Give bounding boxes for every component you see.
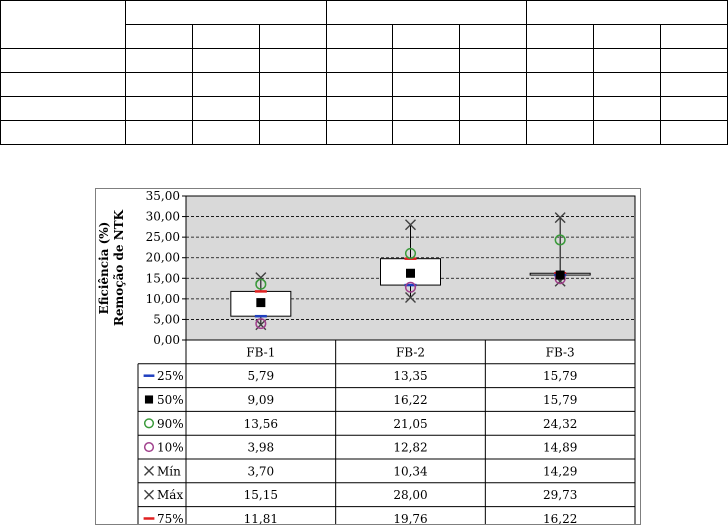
table-row bbox=[0, 48, 728, 73]
table-group-header-cell bbox=[124, 0, 327, 25]
data-value-label: 3,98 bbox=[247, 441, 274, 455]
legend-marker bbox=[144, 465, 154, 476]
legend-label: 75% bbox=[157, 512, 184, 524]
table-subheader-cell bbox=[660, 24, 728, 49]
table-subheader-cell bbox=[258, 24, 327, 49]
legend-label: Mín bbox=[157, 464, 181, 478]
empty-top-table bbox=[0, 0, 728, 145]
data-value-label: 15,79 bbox=[543, 393, 577, 407]
y-tick-label: 25,00 bbox=[146, 230, 180, 244]
data-value-label: 15,15 bbox=[244, 488, 278, 502]
data-value-label: 24,32 bbox=[543, 417, 577, 431]
data-value-label: 10,34 bbox=[393, 464, 428, 478]
table-subheader-cell bbox=[191, 24, 260, 49]
data-value-label: 9,09 bbox=[247, 393, 274, 407]
data-value-label: 15,79 bbox=[543, 369, 577, 383]
legend-label: 90% bbox=[157, 417, 184, 431]
y-tick-label: 30,00 bbox=[146, 210, 180, 224]
category-label: FB-3 bbox=[546, 345, 575, 359]
chart-frame: 0,00 5,00 10,00 15,00 20,00 25,00 30,00 35,00 Ef… bbox=[95, 188, 641, 525]
table-row bbox=[0, 120, 728, 145]
point-p90 bbox=[404, 247, 417, 259]
data-value-label: 29,73 bbox=[543, 488, 577, 502]
data-value-label: 12,82 bbox=[393, 441, 427, 455]
table-group-header-cell bbox=[325, 0, 528, 25]
legend-marker bbox=[143, 418, 155, 429]
legend-label: 50% bbox=[157, 393, 184, 407]
table-subheader-cell bbox=[526, 24, 595, 49]
table-subheader-cell bbox=[392, 24, 461, 49]
point-min bbox=[255, 319, 267, 331]
y-tick-label: 5,00 bbox=[153, 312, 180, 326]
point-median bbox=[555, 270, 565, 280]
y-axis-label: Remoção de NTK bbox=[112, 209, 126, 326]
legend-marker bbox=[143, 442, 155, 453]
point-p90 bbox=[554, 234, 566, 246]
point-p10 bbox=[255, 318, 267, 330]
table-row bbox=[0, 96, 728, 121]
data-value-label: 13,35 bbox=[393, 369, 427, 383]
data-value-label: 28,00 bbox=[393, 488, 427, 502]
data-value-label: 13,56 bbox=[244, 417, 278, 431]
point-median bbox=[406, 268, 415, 278]
legend-label: Máx bbox=[157, 488, 183, 502]
data-value-label: 14,89 bbox=[543, 441, 577, 455]
table-subheader-cell bbox=[124, 24, 193, 49]
table-subheader-cell bbox=[459, 24, 528, 49]
data-value-label: 5,79 bbox=[247, 369, 274, 383]
data-value-label: 21,05 bbox=[393, 417, 427, 431]
legend-marker bbox=[144, 489, 154, 500]
point-p90 bbox=[255, 278, 267, 290]
category-label: FB-1 bbox=[246, 345, 275, 359]
y-tick-label: 15,00 bbox=[146, 271, 180, 285]
legend-marker bbox=[144, 395, 154, 404]
y-tick-label: 35,00 bbox=[146, 189, 180, 203]
legend-label: 10% bbox=[157, 441, 184, 455]
data-value-label: 16,22 bbox=[393, 393, 427, 407]
y-tick-label: 10,00 bbox=[146, 292, 180, 306]
data-value-label: 3,70 bbox=[247, 464, 274, 478]
y-axis-label: Eficiência (%) bbox=[97, 222, 111, 315]
y-tick-label: 20,00 bbox=[146, 251, 180, 265]
table-subheader-cell bbox=[325, 24, 394, 49]
point-max bbox=[554, 212, 566, 224]
point-max bbox=[405, 219, 416, 231]
data-value-label: 11,81 bbox=[244, 512, 278, 524]
y-tick-label: 0,00 bbox=[153, 333, 180, 347]
table-row bbox=[0, 72, 728, 97]
table-group-header-cell bbox=[526, 0, 728, 25]
point-min bbox=[405, 291, 416, 303]
data-value-label: 19,76 bbox=[393, 512, 427, 524]
point-p10 bbox=[404, 281, 417, 293]
table-subheader-cell bbox=[593, 24, 662, 49]
data-value-label: 14,29 bbox=[543, 464, 577, 478]
data-value-label: 16,22 bbox=[543, 512, 577, 524]
category-label: FB-2 bbox=[396, 345, 425, 359]
point-median bbox=[256, 298, 266, 308]
legend-label: 25% bbox=[157, 369, 184, 383]
box-plot-chart: 0,00 5,00 10,00 15,00 20,00 25,00 30,00 35,00 Ef… bbox=[97, 189, 636, 524]
table-corner-cell bbox=[0, 0, 126, 49]
